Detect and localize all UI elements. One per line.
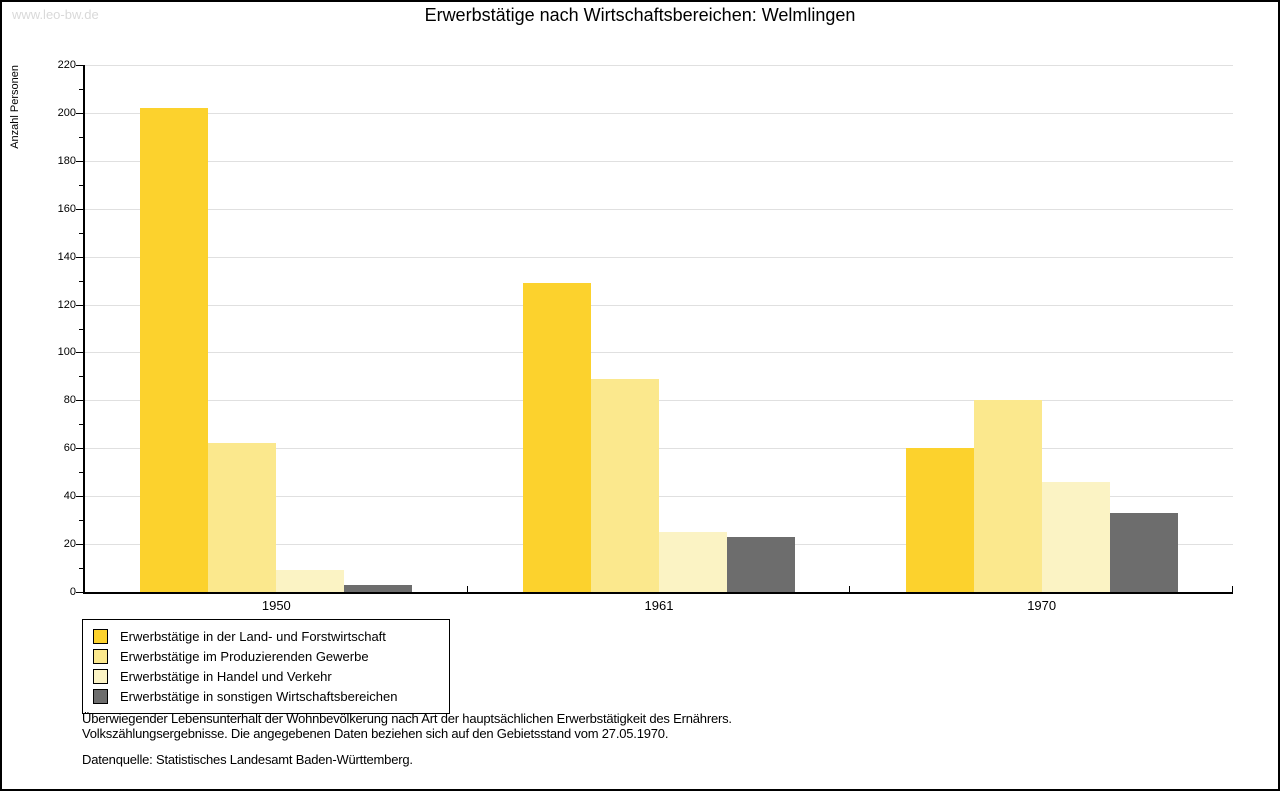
y-tick-label-160: 160 [57,202,76,215]
y-tick-220 [76,65,83,66]
y-tick-90 [79,376,83,378]
legend-item-4: Erwerbstätige in sonstigen Wirtschaftsbe… [93,686,439,706]
y-tick-label-200: 200 [57,106,76,119]
y-tick-140 [76,256,83,258]
bar-1950-series-1 [140,108,209,592]
y-tick-label-180: 180 [57,154,76,167]
legend-item-2: Erwerbstätige im Produzierenden Gewerbe [93,646,439,666]
y-tick-20 [76,544,83,546]
bar-1961-series-3 [659,532,727,592]
y-tick-label-20: 20 [63,538,76,551]
y-tick-label-0: 0 [69,586,76,598]
gridline-180 [85,160,1233,162]
bar-1961-series-2 [591,378,659,592]
y-tick-label-220: 220 [57,59,76,71]
legend-item-3: Erwerbstätige in Handel und Verkehr [93,666,439,686]
plot-area: 0 20 40 60 80 100 120 140 160 180 200 220 1950 1961 19… [58,59,1233,613]
gridline-220 [85,65,1233,66]
gridline-100 [85,352,1233,354]
legend-item-1: Erwerbstätige in der Land- und Forstwirt… [93,626,439,646]
y-axis-label: Anzahl Personen [9,65,21,149]
y-tick-label-40: 40 [63,490,76,503]
footnote-line-1: Überwiegender Lebensunterhalt der Wohnbe… [82,711,732,726]
legend-label-2: Erwerbstätige im Produzierenden Gewerbe [120,648,369,664]
y-tick-210 [79,88,83,90]
gridline-160 [85,208,1233,210]
x-axis-line [83,592,1233,594]
site-watermark: www.leo-bw.de [12,7,99,22]
gridline-60 [85,448,1233,450]
y-tick-label-60: 60 [63,442,76,455]
gridline-200 [85,112,1233,114]
legend-swatch-3 [93,668,108,684]
gridline-40 [85,496,1233,498]
chart-title: Erwerbstätige nach Wirtschaftsbereichen:… [424,5,856,25]
y-tick-50 [79,472,83,474]
bar-1961-series-1 [523,283,591,592]
x-tick-1 [467,586,468,592]
footnote-line-2: Volkszählungsergebnisse. Die angegebenen… [82,726,669,741]
gridline-120 [85,304,1233,306]
y-tick-150 [79,232,83,234]
x-category-label-1970: 1970 [1027,598,1057,613]
y-tick-70 [79,424,83,426]
legend-label-1: Erwerbstätige in der Land- und Forstwirt… [120,628,386,644]
data-source: Datenquelle: Statistisches Landesamt Bad… [82,752,413,767]
gridline-140 [85,256,1233,258]
bar-1970-series-1 [905,448,974,592]
legend-swatch-2 [93,648,108,664]
y-tick-170 [79,184,83,186]
y-tick-190 [79,136,83,138]
legend-swatch-1 [93,628,108,644]
legend-label-3: Erwerbstätige in Handel und Verkehr [120,668,332,684]
legend-swatch-4 [93,688,108,704]
footnote: Überwiegender Lebensunterhalt der Wohnbe… [82,711,732,741]
y-tick-200 [76,112,83,114]
bar-1950-series-4 [344,584,413,592]
gridline-80 [85,400,1233,402]
bar-1970-series-4 [1109,512,1178,592]
y-tick-10 [79,568,83,570]
y-tick-130 [79,280,83,282]
y-tick-label-120: 120 [57,298,76,311]
y-tick-110 [79,328,83,330]
bar-1970-series-3 [1041,481,1110,592]
y-tick-30 [79,520,83,522]
y-tick-180 [76,160,83,162]
legend-label-4: Erwerbstätige in sonstigen Wirtschaftsbe… [120,688,398,704]
y-tick-120 [76,304,83,306]
x-tick-3 [1232,586,1233,592]
y-axis-line [83,65,85,594]
bar-1970-series-2 [973,400,1042,592]
y-tick-0 [76,592,83,593]
y-tick-100 [76,352,83,354]
bar-1950-series-2 [208,443,277,592]
y-tick-label-80: 80 [63,394,76,407]
x-tick-2 [849,586,850,592]
x-category-label-1961: 1961 [644,598,674,613]
y-tick-160 [76,208,83,210]
x-category-label-1950: 1950 [261,598,291,613]
bar-1961-series-4 [727,536,795,592]
bar-1950-series-3 [276,570,345,592]
y-tick-label-100: 100 [57,346,76,359]
y-tick-label-140: 140 [57,250,76,263]
y-tick-80 [76,400,83,402]
y-tick-60 [76,448,83,450]
y-tick-40 [76,496,83,498]
legend: Erwerbstätige in der Land- und Forstwirt… [82,619,450,714]
